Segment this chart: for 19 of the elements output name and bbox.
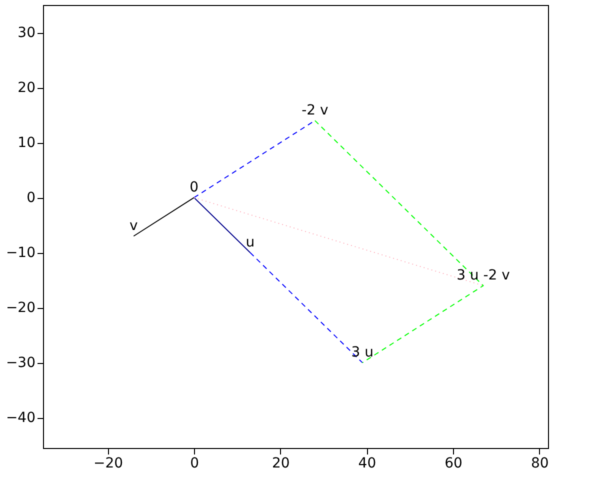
- y-tick-label: 0: [26, 190, 36, 206]
- x-tick-label: −20: [93, 456, 124, 472]
- y-tick-label: −40: [6, 410, 36, 426]
- y-tick-label: −30: [6, 355, 36, 372]
- annotation: u: [246, 234, 255, 251]
- x-tick-label: 0: [190, 456, 200, 472]
- x-tick-label: 40: [358, 456, 376, 472]
- x-tick-label: 80: [530, 456, 549, 472]
- y-tick-label: −10: [6, 245, 36, 262]
- y-tick-label: −20: [6, 300, 36, 316]
- annotation: -2 v: [302, 102, 328, 119]
- y-tick-label: 10: [18, 135, 36, 152]
- annotation: 0: [190, 180, 199, 196]
- y-tick-label: 30: [18, 25, 36, 42]
- y-tick-label: 20: [18, 80, 36, 96]
- annotation: v: [129, 218, 138, 234]
- x-tick-label: 60: [444, 456, 462, 472]
- annotation: 3 u: [351, 344, 374, 361]
- x-tick-label: 20: [272, 456, 290, 472]
